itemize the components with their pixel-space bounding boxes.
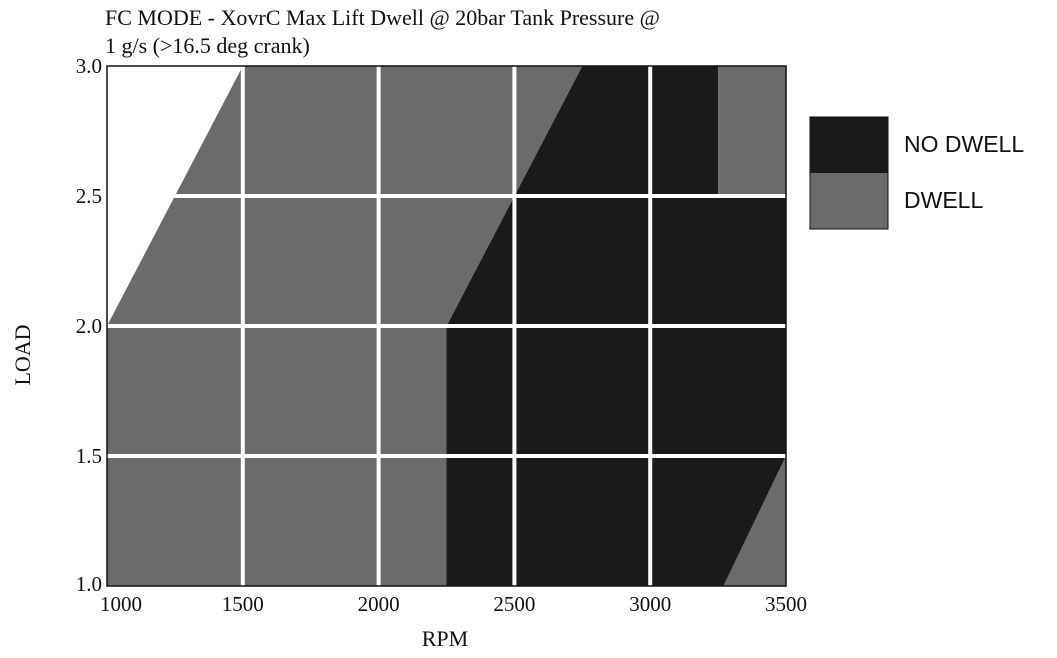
chart-title-line-2: 1 g/s (>16.5 deg crank) <box>105 33 310 58</box>
y-tick-labels: 1.0 1.5 2.0 2.5 3.0 <box>76 54 102 596</box>
y-tick-label-3.0: 3.0 <box>76 54 102 78</box>
x-tick-label-3000: 3000 <box>629 592 671 616</box>
legend-swatch-dwell <box>810 173 888 229</box>
legend-swatch-no-dwell <box>810 117 888 173</box>
grid <box>107 66 786 586</box>
x-tick-label-2000: 2000 <box>358 592 400 616</box>
y-tick-label-1.0: 1.0 <box>76 572 102 596</box>
chart-title-line-1: FC MODE - XovrC Max Lift Dwell @ 20bar T… <box>105 5 660 30</box>
legend: NO DWELL DWELL <box>809 116 1024 230</box>
x-tick-label-1500: 1500 <box>222 592 264 616</box>
y-axis-label: LOAD <box>10 324 35 385</box>
y-tick-label-1.5: 1.5 <box>76 444 102 468</box>
plot-frame <box>106 65 787 587</box>
legend-label-dwell: DWELL <box>904 187 983 213</box>
y-tick-label-2.5: 2.5 <box>76 184 102 208</box>
x-tick-labels: 1000 1500 2000 2500 3000 3500 <box>100 592 807 616</box>
x-tick-label-3500: 3500 <box>765 592 807 616</box>
y-tick-label-2.0: 2.0 <box>76 314 102 338</box>
x-tick-label-2500: 2500 <box>493 592 535 616</box>
legend-frame <box>809 116 889 230</box>
legend-label-no-dwell: NO DWELL <box>904 131 1024 157</box>
x-tick-label-1000: 1000 <box>100 592 142 616</box>
region-dwell-3 <box>723 456 786 586</box>
x-axis-label: RPM <box>422 626 468 651</box>
region-dwell-2 <box>718 66 786 196</box>
